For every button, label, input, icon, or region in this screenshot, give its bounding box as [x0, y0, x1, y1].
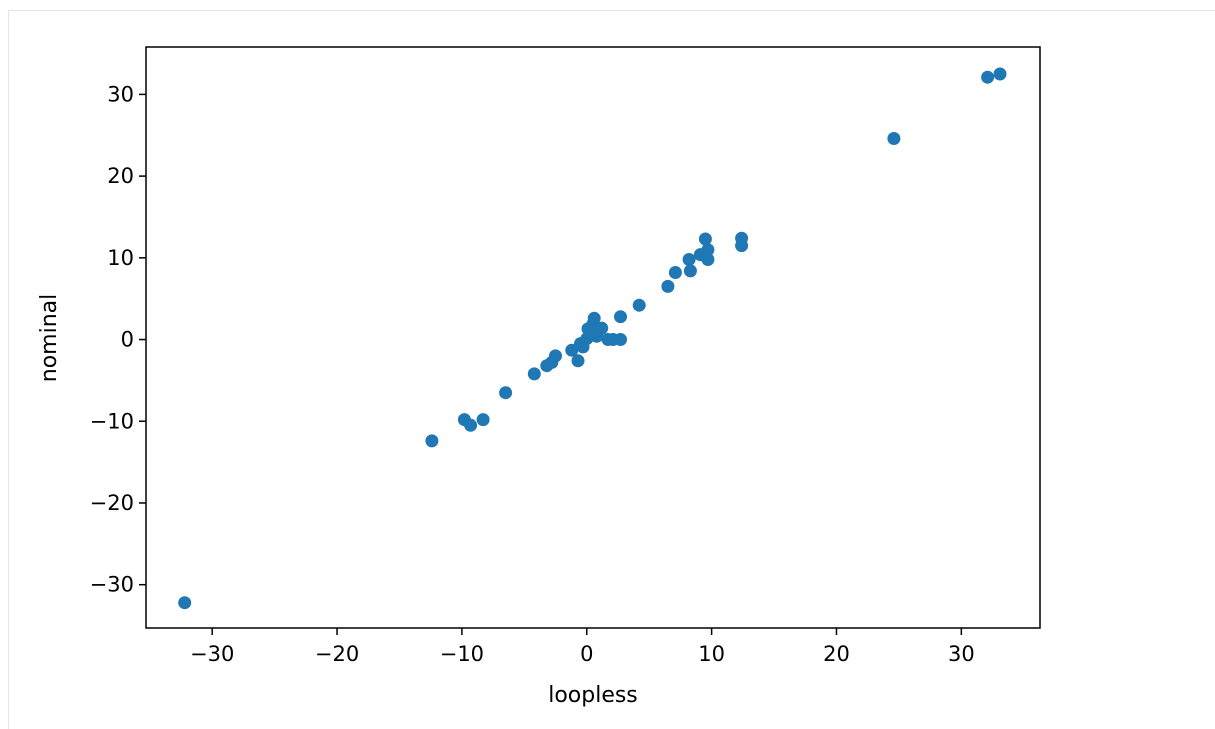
y-tick-label: −10 [90, 409, 134, 433]
data-point [549, 349, 562, 363]
data-point [668, 266, 682, 279]
x-axis-ticks: −30 −20 −10 0 10 20 30 [190, 628, 975, 666]
points-layer [178, 67, 1007, 610]
y-tick-label: 10 [107, 246, 134, 270]
x-tick-label: −20 [315, 642, 359, 666]
data-point [614, 333, 627, 346]
y-tick-label: 0 [121, 328, 134, 352]
y-tick-label: 20 [107, 164, 134, 188]
plot-area [145, 46, 1041, 629]
x-tick-label: 30 [948, 642, 975, 666]
y-tick-label: 30 [107, 82, 134, 106]
data-point [682, 253, 696, 266]
x-tick-label: −30 [190, 642, 234, 666]
x-tick-label: −10 [440, 642, 484, 666]
data-point [587, 311, 601, 325]
data-point [527, 367, 541, 381]
x-axis-label: loopless [548, 683, 638, 708]
data-point [701, 243, 715, 257]
y-axis-ticks: −30 −20 −10 0 10 20 30 [90, 82, 146, 597]
y-tick-label: −20 [90, 491, 134, 515]
data-point [887, 132, 901, 145]
data-point [698, 232, 712, 246]
data-point [683, 264, 697, 278]
data-point [595, 321, 609, 335]
x-tick-label: 0 [580, 642, 593, 666]
x-tick-label: 20 [823, 642, 850, 666]
data-point [632, 298, 646, 312]
data-point [661, 279, 675, 293]
figure-frame [8, 10, 1215, 729]
x-tick-label: 10 [698, 642, 725, 666]
data-point [476, 413, 490, 427]
data-point [499, 386, 513, 400]
data-point [571, 354, 585, 368]
data-point [614, 310, 627, 324]
data-point [981, 70, 995, 84]
data-point [178, 596, 192, 610]
y-axis-label: nominal [37, 294, 62, 382]
data-point [993, 67, 1007, 81]
data-point [425, 434, 439, 448]
data-point [735, 239, 749, 253]
y-tick-label: −30 [90, 573, 134, 597]
data-point [701, 253, 715, 266]
data-point [464, 418, 478, 432]
